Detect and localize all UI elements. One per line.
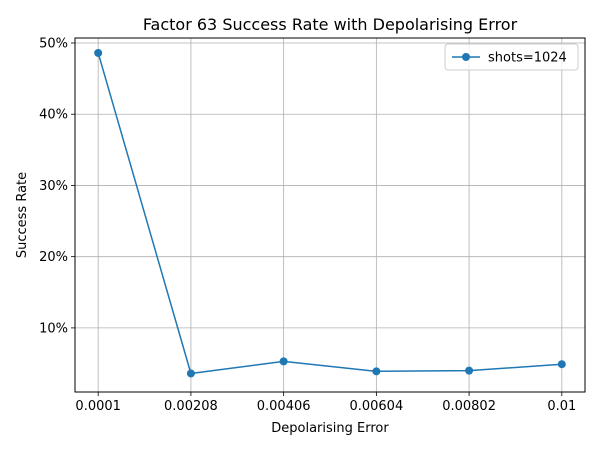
x-tick-label: 0.01 [547,399,576,414]
plot-area-frame [74,37,586,393]
x-tick-label: 0.0001 [75,399,121,414]
x-tick-label: 0.00406 [257,399,311,414]
x-tick-label: 0.00802 [442,399,496,414]
y-tick-label: 10% [39,321,68,336]
data-point-marker [372,367,381,376]
series-layer [94,48,566,378]
y-tick-label: 50% [39,36,68,51]
data-point-marker [465,366,474,375]
chart-title: Factor 63 Success Rate with Depolarising… [143,15,518,34]
legend-marker-swatch [462,53,470,61]
legend: shots=1024 [444,43,579,71]
y-tick-label: 30% [39,179,68,194]
y-axis-label: Success Rate [15,172,30,258]
y-tick-label: 20% [39,250,68,265]
x-tick-label: 0.00208 [164,399,218,414]
data-point-marker [186,369,195,378]
x-axis-label: Depolarising Error [271,421,389,436]
legend-box [444,43,579,71]
axis-ticks: 0.0001 0.00208 0.00406 0.00604 0.00802 0.01 10… [39,36,576,414]
data-point-marker [557,360,566,369]
data-point-marker [94,48,103,57]
x-tick-label: 0.00604 [349,399,403,414]
data-point-marker [279,357,288,366]
grid-lines [75,38,585,392]
series-line [97,52,562,375]
y-tick-label: 40% [39,108,68,123]
legend-label: shots=1024 [488,51,567,66]
